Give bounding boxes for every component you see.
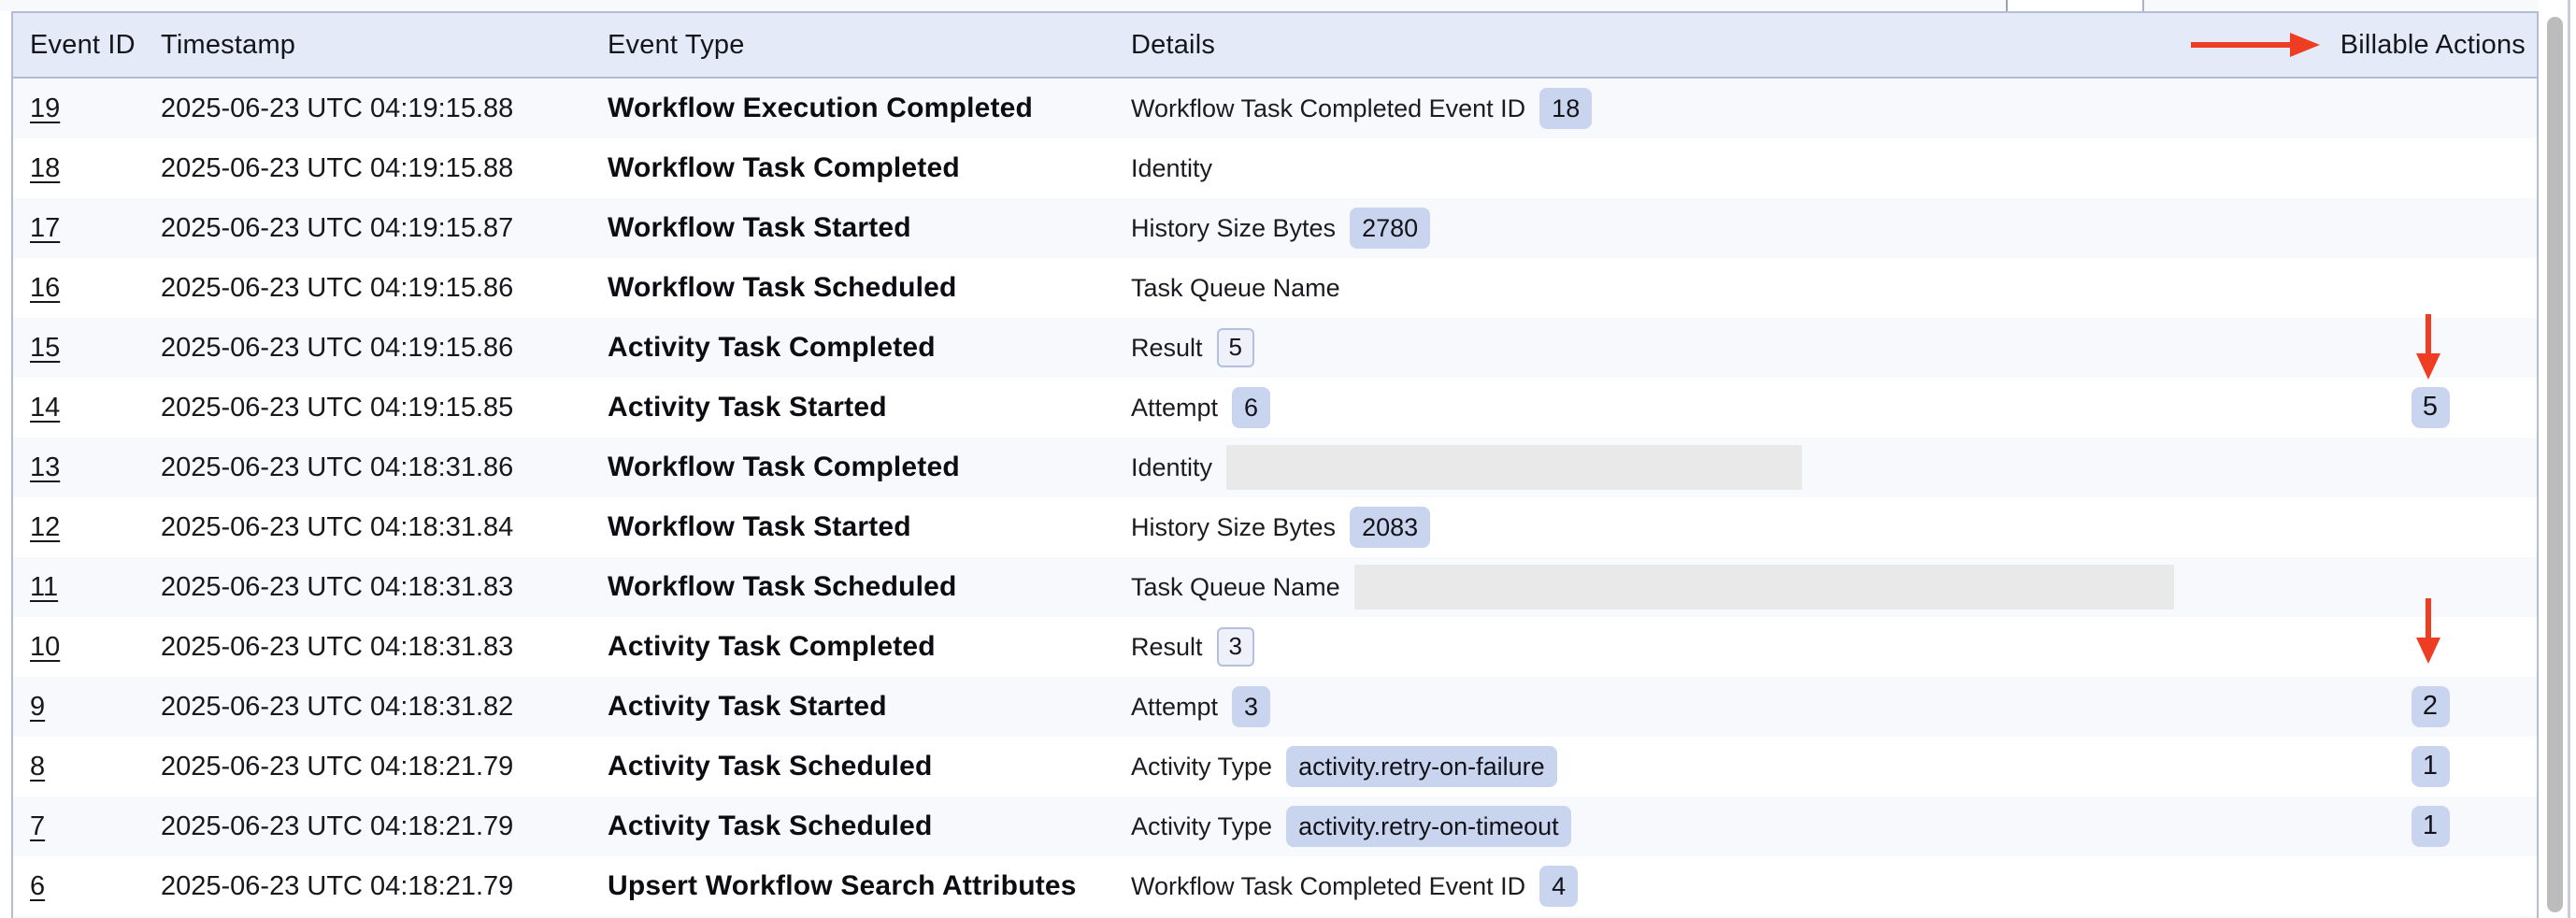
detail-label: History Size Bytes [1131,213,1337,242]
event-type: Activity Task Scheduled [608,751,933,782]
billable-actions-badge: 1 [2411,806,2450,847]
timestamp: 2025-06-23 UTC 04:19:15.85 [161,392,514,423]
event-id-link[interactable]: 16 [30,272,61,303]
table-header-row: Event ID Timestamp Event Type Details Bi… [13,13,2537,79]
table-row[interactable]: 8 2025-06-23 UTC 04:18:21.79 Activity Ta… [13,737,2537,796]
event-id-link[interactable]: 19 [30,93,61,123]
billable-actions-badge: 1 [2411,746,2450,787]
timestamp: 2025-06-23 UTC 04:18:31.82 [161,691,514,722]
table-row[interactable]: 13 2025-06-23 UTC 04:18:31.86 Workflow T… [13,437,2537,497]
event-id-link[interactable]: 13 [30,452,61,482]
timestamp: 2025-06-23 UTC 04:18:21.79 [161,751,514,782]
table-row[interactable]: 11 2025-06-23 UTC 04:18:31.83 Workflow T… [13,557,2537,617]
table-row[interactable]: 16 2025-06-23 UTC 04:19:15.86 Workflow T… [13,258,2537,318]
event-id-link[interactable]: 6 [30,870,46,901]
event-type: Activity Task Completed [608,631,936,662]
redacted-value [1353,565,2174,610]
detail-value-badge: activity.retry-on-timeout [1286,805,1571,848]
event-type: Activity Task Completed [608,332,936,363]
billable-actions-badge: 5 [2411,387,2450,428]
event-id-link[interactable]: 15 [30,332,61,363]
table-row[interactable]: 7 2025-06-23 UTC 04:18:21.79 Activity Ta… [13,796,2537,856]
detail-value-badge: 3 [1216,627,1254,667]
timestamp: 2025-06-23 UTC 04:19:15.88 [161,152,514,183]
detail-label: History Size Bytes [1131,512,1337,541]
event-type: Activity Task Started [608,392,887,423]
timestamp: 2025-06-23 UTC 04:18:31.84 [161,511,514,542]
billable-actions-badge: 2 [2411,686,2450,727]
detail-label: Activity Type [1131,811,1273,840]
column-header-details: Details [1131,29,1216,60]
event-id-link[interactable]: 12 [30,511,61,542]
redacted-value [1226,445,1803,490]
detail-value-badge: 3 [1232,685,1271,728]
cutoff-popup-bottom-edge [2006,0,2144,11]
detail-label: Attempt [1131,692,1219,721]
page-top-strip [0,0,2539,11]
timestamp: 2025-06-23 UTC 04:19:15.86 [161,272,514,303]
event-id-link[interactable]: 18 [30,152,61,183]
timestamp: 2025-06-23 UTC 04:18:31.83 [161,631,514,662]
detail-label: Result [1131,632,1203,661]
event-id-link[interactable]: 11 [30,571,59,602]
event-id-link[interactable]: 14 [30,392,61,423]
detail-label: Workflow Task Completed Event ID [1131,871,1526,900]
table-row[interactable]: 10 2025-06-23 UTC 04:18:31.83 Activity T… [13,617,2537,677]
event-type: Activity Task Scheduled [608,810,933,841]
event-type: Workflow Task Scheduled [608,272,957,303]
detail-label: Result [1131,333,1203,362]
event-type: Workflow Execution Completed [608,93,1034,123]
panel-divider-line [2568,0,2570,918]
event-id-link[interactable]: 8 [30,751,46,782]
detail-value-badge: 18 [1539,87,1593,130]
detail-label: Identity [1131,452,1213,481]
detail-label: Workflow Task Completed Event ID [1131,93,1526,122]
detail-value-badge: 4 [1539,865,1579,908]
event-type: Workflow Task Completed [608,152,960,183]
detail-label: Task Queue Name [1131,572,1340,601]
event-id-link[interactable]: 7 [30,810,46,841]
timestamp: 2025-06-23 UTC 04:18:21.79 [161,870,514,901]
detail-value-badge: 2780 [1350,207,1431,250]
table-row[interactable]: 6 2025-06-23 UTC 04:18:21.79 Upsert Work… [13,856,2537,916]
event-type: Upsert Workflow Search Attributes [608,870,1077,901]
table-row[interactable]: 14 2025-06-23 UTC 04:19:15.85 Activity T… [13,378,2537,437]
column-header-billable-actions: Billable Actions [2340,29,2526,60]
event-type: Workflow Task Started [608,511,911,542]
timestamp: 2025-06-23 UTC 04:19:15.87 [161,212,514,243]
event-type: Workflow Task Started [608,212,911,243]
detail-label: Task Queue Name [1131,273,1340,302]
detail-value-badge: activity.retry-on-failure [1286,745,1557,788]
event-id-link[interactable]: 10 [30,631,61,662]
detail-value-badge: 2083 [1350,506,1431,549]
vertical-scrollbar-thumb[interactable] [2547,17,2563,912]
event-id-link[interactable]: 9 [30,691,46,722]
detail-label: Attempt [1131,393,1219,422]
event-history-table: Event ID Timestamp Event Type Details Bi… [11,11,2539,918]
detail-label: Identity [1131,153,1213,182]
table-row[interactable]: 17 2025-06-23 UTC 04:19:15.87 Workflow T… [13,198,2537,258]
timestamp: 2025-06-23 UTC 04:18:21.79 [161,810,514,841]
column-header-event-id: Event ID [30,29,136,60]
column-header-event-type: Event Type [608,29,745,60]
timestamp: 2025-06-23 UTC 04:19:15.86 [161,332,514,363]
table-row[interactable]: 15 2025-06-23 UTC 04:19:15.86 Activity T… [13,318,2537,378]
column-header-timestamp: Timestamp [161,29,296,60]
table-row[interactable]: 18 2025-06-23 UTC 04:19:15.88 Workflow T… [13,138,2537,198]
event-type: Workflow Task Completed [608,452,960,482]
event-type: Workflow Task Scheduled [608,571,957,602]
detail-value-badge: 6 [1232,386,1271,429]
timestamp: 2025-06-23 UTC 04:19:15.88 [161,93,514,123]
detail-value-badge: 5 [1216,328,1254,367]
detail-label: Activity Type [1131,752,1273,781]
cropped-next-row [13,916,2537,918]
table-row[interactable]: 19 2025-06-23 UTC 04:19:15.88 Workflow E… [13,79,2537,138]
timestamp: 2025-06-23 UTC 04:18:31.86 [161,452,514,482]
timestamp: 2025-06-23 UTC 04:18:31.83 [161,571,514,602]
event-id-link[interactable]: 17 [30,212,61,243]
table-row[interactable]: 12 2025-06-23 UTC 04:18:31.84 Workflow T… [13,497,2537,557]
event-type: Activity Task Started [608,691,887,722]
table-row[interactable]: 9 2025-06-23 UTC 04:18:31.82 Activity Ta… [13,677,2537,737]
